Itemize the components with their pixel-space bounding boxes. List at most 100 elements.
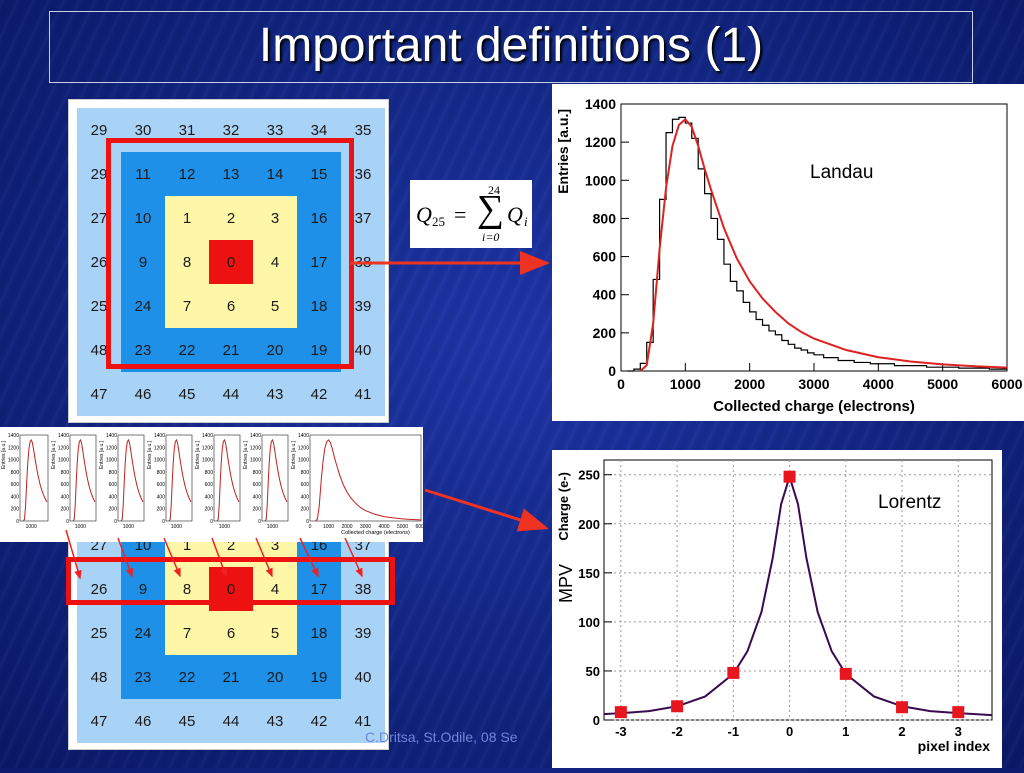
thumb-curve [22, 438, 48, 522]
thumb-curve [264, 438, 288, 522]
pixel-cell: 15 [297, 152, 341, 196]
thumb-y-tick: 600 [61, 482, 70, 488]
thumb-y-tick: 0 [306, 519, 309, 525]
thumb-y-tick: 800 [61, 470, 70, 476]
footer-text: C.Dritsa, St.Odile, 08 Se [365, 729, 518, 745]
x-tick-label: -3 [615, 724, 627, 739]
pixel-cell: 8 [165, 240, 209, 284]
x-axis-label: pixel index [918, 738, 991, 754]
thumb-y-tick: 800 [109, 470, 118, 476]
lorentz-chart: 0 50 100 150 200 250 -3 -2 -1 0 1 2 3 Lorentz pixel in… [556, 459, 993, 754]
x-tick-label: 0 [786, 724, 793, 739]
title-frame: Important definitions (1) [49, 11, 973, 83]
pixel-cell: 16 [297, 196, 341, 240]
thumb-y-tick: 1400 [250, 433, 261, 439]
pixel-cell: 12 [165, 152, 209, 196]
pixel-cell: 44 [209, 372, 253, 416]
mpv-point [727, 666, 740, 679]
thumb-y-tick: 1200 [154, 445, 165, 451]
pixel-cell: 17 [297, 240, 341, 284]
landau-chart: 0 200 400 600 800 1000 1200 1400 0 1000 2000 3000 40… [555, 96, 1023, 415]
thumb-y-tick: 1200 [58, 445, 69, 451]
thumb-y-tick: 400 [11, 494, 20, 500]
thumb-y-tick: 1000 [58, 458, 69, 464]
thumb-x-tick: 1000 [75, 524, 86, 530]
thumb-y-tick: 1000 [8, 458, 19, 464]
thumb-y-tick: 1400 [8, 433, 19, 439]
formula-rhs: Q [507, 202, 523, 227]
mpv-point [952, 706, 965, 719]
pixel-cell: 42 [297, 372, 341, 416]
thumb-y-tick: 1400 [298, 433, 309, 439]
y-tick-label: 800 [593, 210, 617, 226]
pixel-cell: 30 [121, 108, 165, 152]
thumb-y-tick: 600 [109, 482, 118, 488]
thumb-y-label: Entries [a.u.] [99, 440, 105, 469]
x-tick-label: -2 [671, 724, 683, 739]
thumb-y-tick: 1000 [106, 458, 117, 464]
pixel-cell: 34 [297, 108, 341, 152]
formula-equals: = [454, 202, 467, 227]
pixel-cell: 43 [253, 372, 297, 416]
y-tick-label: 150 [578, 566, 600, 581]
small-histograms-panel: 1400 1200 1000 800 600 400 200 0 Entries [a.u.] 1… [0, 427, 427, 542]
pixel-cell: 4 [253, 240, 297, 284]
thumb-x-tick: 1000 [267, 524, 278, 530]
y-axis-label: Entries [a.u.] [555, 109, 571, 194]
thumb-y-tick: 200 [253, 507, 262, 513]
thumb-y-tick: 200 [205, 507, 214, 513]
formula-rhs-sub: i [524, 214, 528, 229]
formula-lhs: Q [416, 202, 432, 227]
thumb-x-tick: 6000 [415, 524, 423, 530]
pixel-cell: 5 [253, 611, 297, 655]
pixel-cell: 33 [253, 108, 297, 152]
thumb-y-tick: 600 [301, 482, 310, 488]
pixel-cell: 7 [165, 284, 209, 328]
thumb-frame [19, 434, 49, 522]
thumb-y-label: Entries [a.u.] [51, 440, 57, 469]
mpv-point [671, 700, 684, 713]
pixel-cell: 2 [209, 196, 253, 240]
thumb-curve [216, 438, 240, 522]
y-tick-label: 1000 [585, 172, 616, 188]
thumb-frame [117, 434, 145, 522]
mpv-point [896, 701, 909, 714]
thumb-y-label: Entries [a.u.] [195, 440, 201, 469]
y-tick-label: 200 [578, 517, 600, 532]
pixel-cell: 47 [77, 699, 121, 743]
y-tick-label: 50 [586, 664, 600, 679]
y-tick-label: 0 [593, 713, 600, 728]
pixel-cell: 25 [77, 611, 121, 655]
thumb-y-tick: 1400 [202, 433, 213, 439]
pixel-cell: 40 [341, 655, 385, 699]
pixel-cell: 26 [77, 240, 121, 284]
thumb-y-tick: 1000 [250, 458, 261, 464]
pixel-cell: 37 [341, 196, 385, 240]
thumb-y-tick: 800 [11, 470, 20, 476]
pixel-cell: 6 [209, 611, 253, 655]
landau-annotation: Landau [810, 162, 873, 183]
pixel-cell: 29 [77, 108, 121, 152]
thumb-x-tick: 1000 [123, 524, 134, 530]
thumb-x-tick: 4000 [378, 524, 389, 530]
x-tick-label: 6000 [991, 376, 1022, 392]
pixel-cell: 29 [77, 152, 121, 196]
thumb-x-tick: 2000 [341, 524, 352, 530]
thumb-y-tick: 400 [109, 494, 118, 500]
thumb-x-tick: 1000 [323, 524, 334, 530]
slide-title: Important definitions (1) [258, 19, 764, 72]
x-tick-label: 0 [617, 376, 625, 392]
y-tick-label: 600 [593, 249, 617, 265]
thumb-frame [261, 434, 289, 522]
thumb-y-tick: 200 [11, 507, 20, 513]
lorentz-chart-panel: 0 50 100 150 200 250 -3 -2 -1 0 1 2 3 Lorentz pixel in… [552, 450, 1002, 768]
pixel-cell: 42 [297, 699, 341, 743]
x-tick-label: 2000 [734, 376, 765, 392]
thumb-x-tick: 1000 [171, 524, 182, 530]
thumb-y-tick: 1200 [250, 445, 261, 451]
pixel-cell: 41 [341, 699, 385, 743]
formula-lower-limit: i=0 [482, 230, 500, 244]
thumb-x-tick: 1000 [26, 524, 37, 530]
thumb-y-tick: 600 [11, 482, 20, 488]
y-tick-label: 1400 [585, 96, 616, 112]
